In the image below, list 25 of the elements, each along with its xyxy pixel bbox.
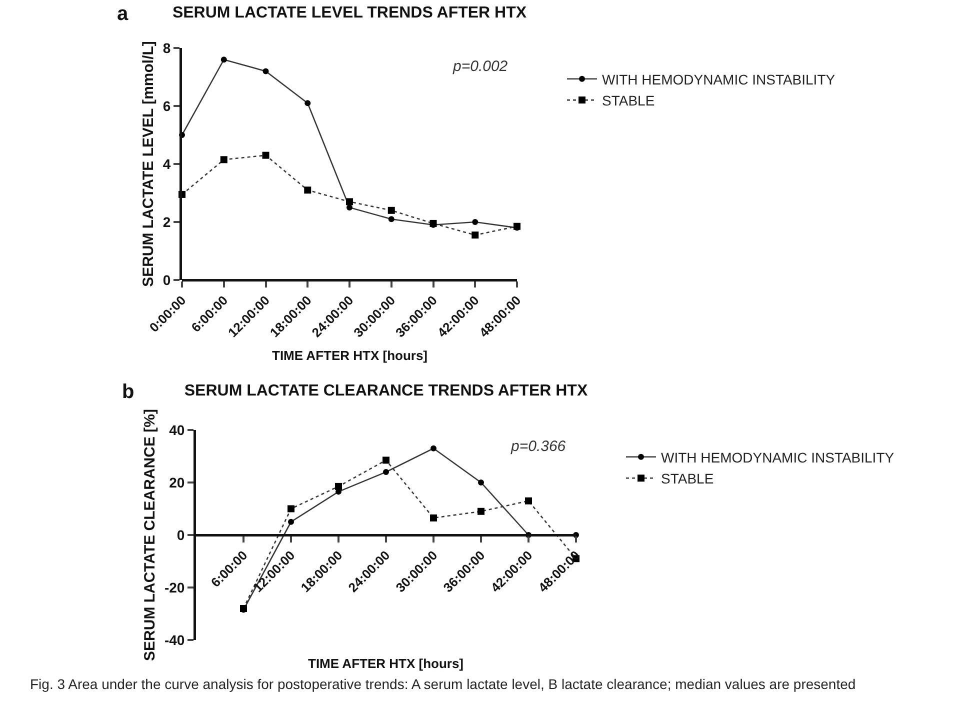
text: a bbox=[117, 3, 129, 25]
y-tick-label: 4 bbox=[162, 156, 171, 172]
legend-label: WITH HEMODYNAMIC INSTABILITY bbox=[602, 71, 836, 88]
y-axis-title: SERUM LACTATE CLEARANCE [%] bbox=[141, 409, 158, 661]
y-tick-label: -20 bbox=[164, 579, 185, 596]
chart-title: SERUM LACTATE CLEARANCE TRENDS AFTER HTX bbox=[184, 382, 588, 400]
annotation: p=0.002 bbox=[452, 58, 508, 75]
y-tick-label: 0 bbox=[162, 272, 171, 288]
y-tick-label: 8 bbox=[162, 40, 171, 56]
caption: Fig. 3 Area under the curve analysis for postoperative trends: A serum lactate level, B lactate clearance; median values are presented bbox=[30, 676, 856, 692]
legend-label: WITH HEMODYNAMIC INSTABILITY bbox=[661, 449, 895, 466]
y-axis-title: SERUM LACTATE LEVEL [mmol/L] bbox=[140, 41, 157, 287]
annotation: p=0.366 bbox=[510, 438, 566, 455]
x-axis-title: TIME AFTER HTX [hours] bbox=[272, 348, 428, 363]
y-tick-label: 20 bbox=[169, 474, 185, 490]
chart-title: SERUM LACTATE LEVEL TRENDS AFTER HTX bbox=[172, 4, 527, 22]
legend-label: STABLE bbox=[602, 92, 655, 109]
y-tick-label: -40 bbox=[164, 632, 185, 648]
text: b bbox=[122, 381, 134, 403]
y-tick-label: 0 bbox=[176, 526, 185, 543]
y-tick-label: 40 bbox=[169, 422, 185, 438]
legend-label: STABLE bbox=[661, 470, 714, 487]
y-tick-label: 6 bbox=[162, 98, 171, 114]
x-axis-title: TIME AFTER HTX [hours] bbox=[308, 656, 464, 671]
y-tick-label: 2 bbox=[162, 214, 171, 230]
